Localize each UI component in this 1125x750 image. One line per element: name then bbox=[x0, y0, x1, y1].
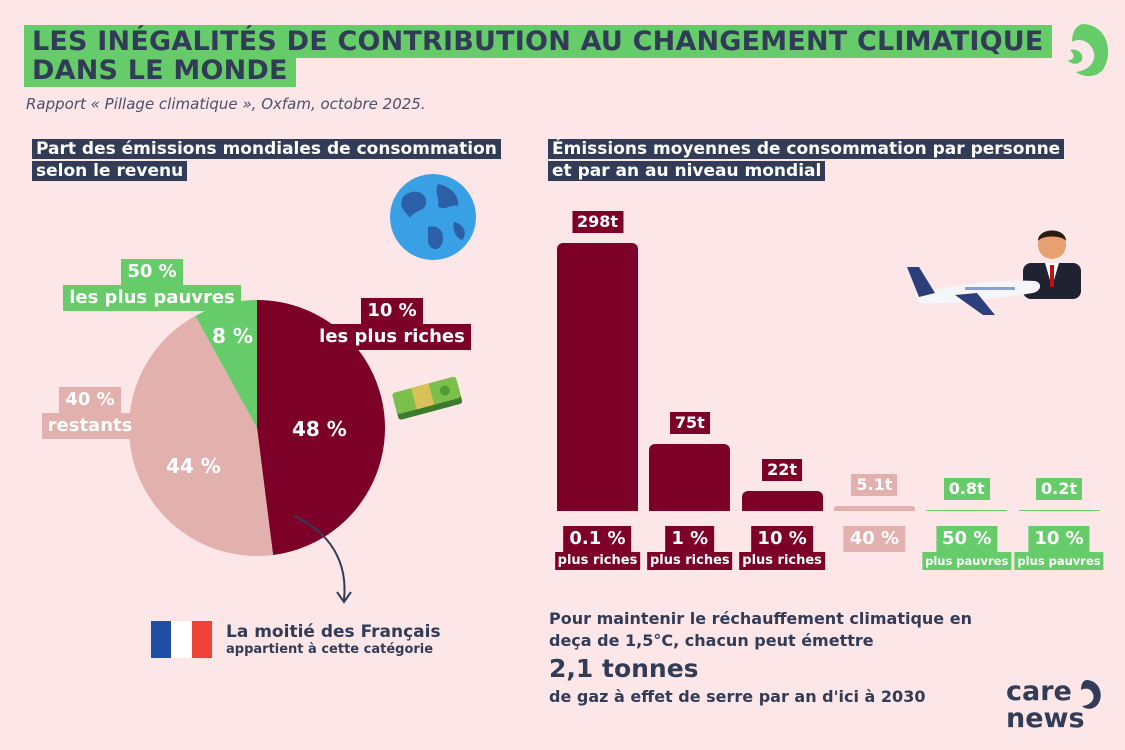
bar-category-pct: 10 % bbox=[751, 526, 813, 552]
arrow-icon bbox=[293, 515, 352, 604]
france-flag-icon bbox=[151, 621, 212, 658]
globe-icon bbox=[390, 174, 476, 260]
money-icon bbox=[392, 376, 463, 420]
bar-category-label: 10 % plus pauvres bbox=[1014, 526, 1104, 570]
businessman-plane-icon bbox=[907, 230, 1081, 315]
bar-3 bbox=[833, 506, 915, 511]
bar-value-label: 22t bbox=[762, 459, 803, 482]
bar-category-label: 50 % plus pauvres bbox=[922, 526, 1012, 570]
bar-value-label: 0.8t bbox=[943, 477, 990, 500]
bar-1 bbox=[649, 443, 731, 511]
slice-label-poorest: 8 % bbox=[212, 324, 253, 348]
bar-value-label: 5.1t bbox=[851, 474, 898, 497]
bar-category-sub: plus pauvres bbox=[1014, 552, 1104, 570]
pie-chart-title: Part des émissions mondiales de consomma… bbox=[32, 138, 502, 182]
bar-2 bbox=[741, 491, 823, 511]
bar-0 bbox=[557, 243, 638, 511]
bar-value-label: 75t bbox=[669, 411, 710, 434]
legend-poorest: 50 % les plus pauvres bbox=[62, 259, 242, 311]
bar-value-label: 0.2t bbox=[1036, 477, 1082, 500]
france-note: La moitié des Français appartient à cett… bbox=[226, 622, 441, 657]
bar-category-pct: 1 % bbox=[665, 526, 715, 552]
bar-category-label: 0.1 % plus riches bbox=[554, 526, 641, 570]
legend-richest: 10 % les plus riches bbox=[312, 298, 472, 350]
bar-value-label: 298t bbox=[571, 211, 624, 233]
slice-label-middle: 44 % bbox=[166, 454, 221, 478]
carenews-swirl-icon bbox=[1081, 680, 1101, 709]
bar-category-label: 10 % plus riches bbox=[739, 526, 825, 570]
subtitle: Rapport « Pillage climatique », Oxfam, o… bbox=[26, 95, 426, 113]
bar-chart-title: Émissions moyennes de consommation par p… bbox=[548, 138, 1068, 182]
bar-category-label: 1 % plus riches bbox=[646, 526, 733, 570]
bar-category-sub: plus riches bbox=[739, 552, 825, 570]
bar-category-pct: 0.1 % bbox=[563, 526, 632, 552]
carenews-logo: care news bbox=[1006, 676, 1085, 734]
bar-category-sub: plus pauvres bbox=[922, 552, 1012, 570]
bar-category-pct: 50 % bbox=[936, 526, 998, 552]
bar-5 bbox=[1018, 509, 1100, 511]
bar-category-sub: plus riches bbox=[554, 552, 641, 570]
bar-category-label: 40 % bbox=[843, 526, 906, 552]
legend-middle: 40 % restants bbox=[40, 387, 140, 439]
bar-category-pct: 10 % bbox=[1028, 526, 1090, 552]
bar-4 bbox=[926, 509, 1008, 511]
slice-label-richest: 48 % bbox=[292, 417, 347, 441]
page-title: LES INÉGALITÉS DE CONTRIBUTION AU CHANGE… bbox=[24, 25, 1059, 87]
bar-category-pct: 40 % bbox=[843, 526, 906, 552]
bar-category-sub: plus riches bbox=[646, 552, 733, 570]
target-note: Pour maintenir le réchauffement climatiq… bbox=[549, 609, 972, 706]
brand-swirl-icon bbox=[1068, 24, 1109, 77]
